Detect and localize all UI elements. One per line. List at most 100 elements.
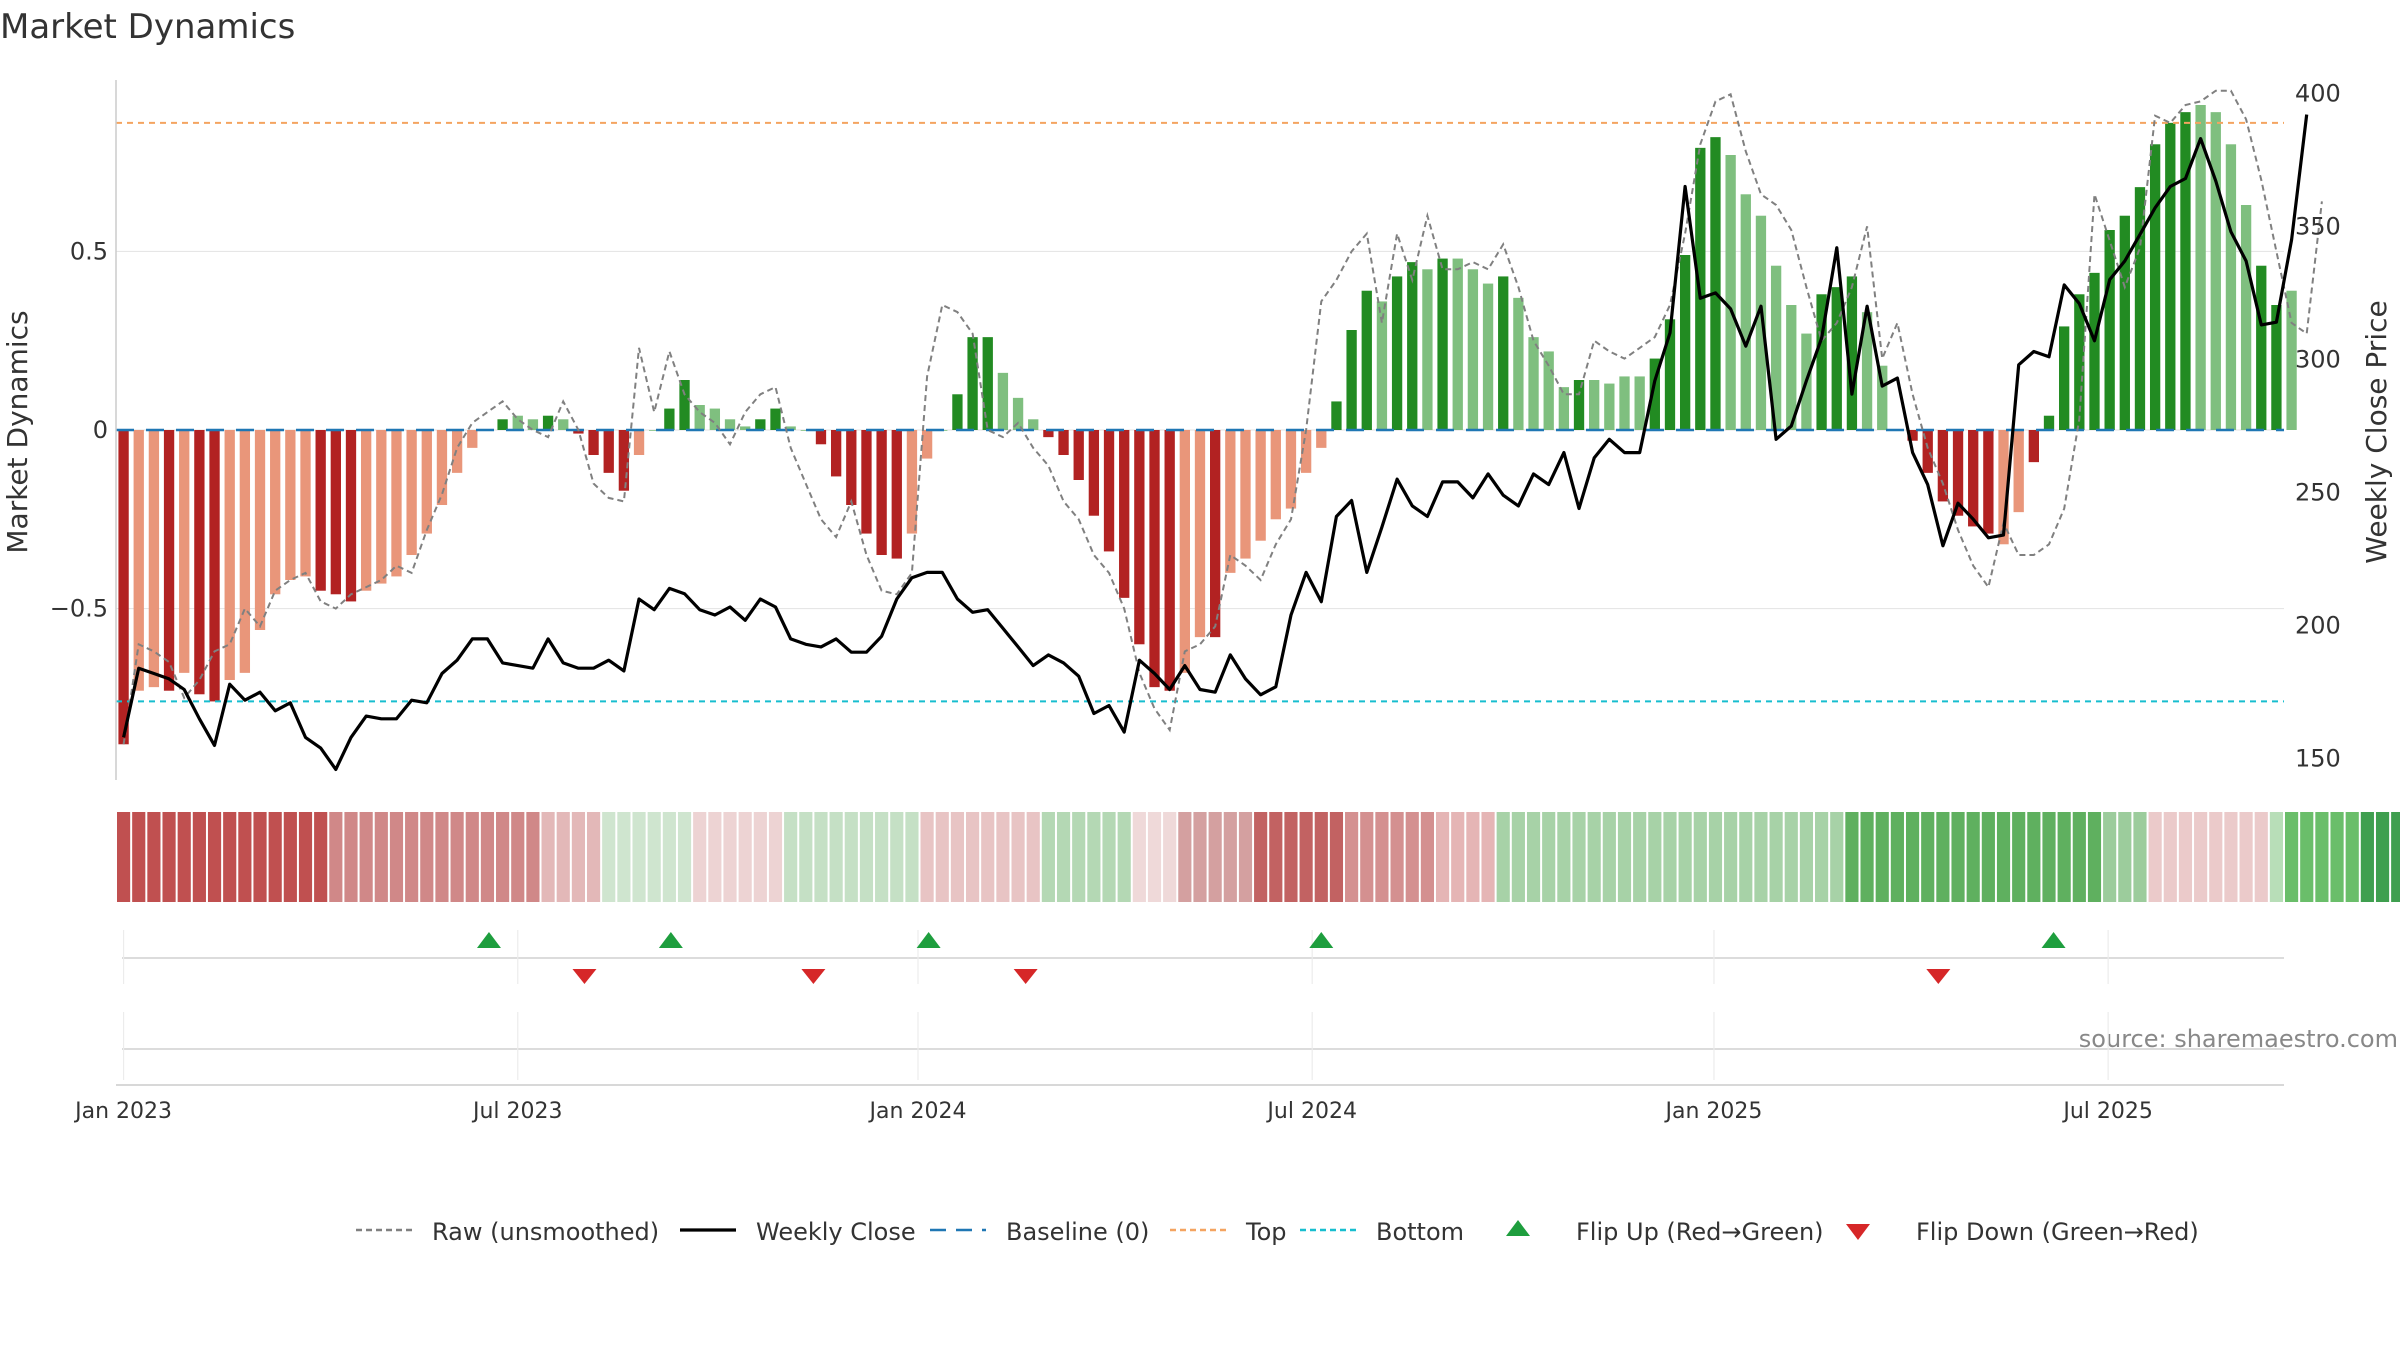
state-cell — [2118, 812, 2132, 902]
x-axis: Jan 2023 Jul 2023 Jan 2024 Jul 2024 Jan 2025… — [73, 1084, 2284, 1124]
state-cell — [1966, 812, 1980, 902]
dynamics-bar — [2119, 215, 2130, 430]
dynamics-bar — [679, 380, 690, 430]
dynamics-bar — [1816, 294, 1827, 430]
x-tick-label: Jul 2024 — [1265, 1099, 1357, 1124]
dynamics-bar — [1179, 430, 1190, 673]
dynamics-bar — [345, 430, 357, 602]
right-tick-label: 300 — [2295, 345, 2341, 373]
state-cell — [1284, 812, 1298, 902]
dynamics-bar — [1134, 430, 1145, 645]
state-cell — [1921, 812, 1935, 902]
legend-label: Weekly Close — [756, 1218, 916, 1246]
state-cell — [526, 812, 540, 902]
dynamics-bar — [2089, 272, 2100, 430]
state-cell — [1299, 812, 1313, 902]
state-cell — [693, 812, 707, 902]
dynamics-bar — [1498, 276, 1509, 430]
state-cell — [1602, 812, 1616, 902]
dynamics-bar — [285, 430, 296, 580]
state-cell — [1117, 812, 1131, 902]
state-cell — [1678, 812, 1692, 902]
state-cell — [1981, 812, 1995, 902]
state-cell — [2300, 812, 2314, 902]
dynamics-bar — [1028, 419, 1039, 430]
legend-item: Flip Up (Red→Green) — [1506, 1218, 1824, 1246]
state-cell — [2239, 812, 2253, 902]
dynamics-bar — [300, 430, 311, 577]
state-cell — [2012, 812, 2026, 902]
legend-label: Flip Down (Green→Red) — [1916, 1218, 2199, 1246]
x-tick-label: Jan 2025 — [1663, 1099, 1762, 1124]
dynamics-bar — [1770, 265, 1782, 430]
raw-unsmoothed-line — [122, 89, 2323, 745]
dynamics-bar — [1528, 337, 1539, 430]
state-cell — [1845, 812, 1859, 902]
dynamics-bar — [603, 430, 614, 473]
state-cell — [571, 812, 585, 902]
dynamics-bar — [846, 430, 857, 505]
state-cell — [465, 812, 479, 902]
state-cell — [1724, 812, 1738, 902]
dynamics-bar — [921, 430, 933, 459]
state-cell — [1360, 812, 1374, 902]
dynamics-bar — [573, 430, 584, 434]
dynamics-bar — [2059, 326, 2070, 430]
state-cell — [117, 812, 131, 902]
state-cell — [1147, 812, 1162, 902]
dynamics-bar — [209, 430, 220, 702]
dynamics-bar — [1649, 358, 1660, 430]
dynamics-bar — [1058, 430, 1069, 455]
state-cell — [1193, 812, 1207, 902]
dynamics-bar — [2286, 290, 2297, 430]
series-lines — [122, 89, 2323, 772]
left-tick-label: 0 — [93, 416, 108, 444]
dynamics-bar — [997, 372, 1009, 430]
state-cell — [1481, 812, 1495, 902]
dynamics-bar — [891, 430, 902, 559]
dynamics-bar — [1589, 380, 1600, 430]
dynamics-bar — [1922, 430, 1933, 473]
right-tick-label: 150 — [2295, 745, 2341, 773]
dynamics-bar — [1043, 430, 1054, 438]
legend-label: Bottom — [1376, 1218, 1464, 1246]
left-tick-label: 0.5 — [70, 237, 108, 265]
state-strip — [117, 812, 2400, 902]
dynamics-bar — [1786, 305, 1797, 430]
state-cell — [541, 812, 555, 902]
dynamics-bar — [1103, 430, 1115, 552]
dynamics-bar — [558, 419, 569, 430]
dynamics-bar — [1422, 269, 1433, 430]
dynamics-bar — [376, 430, 387, 584]
state-cell — [632, 812, 646, 902]
state-cell — [1496, 812, 1510, 902]
state-cell — [496, 812, 510, 902]
dynamics-bar — [391, 430, 402, 577]
dynamics-bar — [2240, 205, 2252, 430]
dynamics-bar — [1210, 430, 1221, 638]
dynamics-bar — [224, 430, 235, 680]
state-cell — [1420, 812, 1434, 902]
dynamics-bar — [1710, 137, 1721, 430]
state-cell — [1693, 812, 1707, 902]
legend-item: Bottom — [1300, 1218, 1464, 1246]
axes-layer: −0.5 0 0.5 150 200 250 300 350 400 — [50, 79, 2341, 780]
state-cell — [1223, 812, 1237, 902]
state-cell — [268, 812, 282, 902]
state-cell — [359, 812, 373, 902]
flip-up-marker — [476, 932, 501, 948]
dynamics-bar — [1937, 430, 1949, 502]
state-cell — [1345, 812, 1359, 902]
state-cell — [450, 812, 464, 902]
state-cell — [1041, 812, 1055, 902]
dynamics-bar — [1391, 276, 1403, 430]
state-cell — [2209, 812, 2223, 902]
state-cell — [2194, 812, 2208, 902]
state-cell — [1511, 812, 1525, 902]
dynamics-bar — [1573, 380, 1585, 430]
state-cell — [1314, 812, 1328, 902]
dynamics-bar — [270, 430, 281, 595]
state-cell — [132, 812, 146, 902]
empty-panel — [122, 1012, 2284, 1080]
